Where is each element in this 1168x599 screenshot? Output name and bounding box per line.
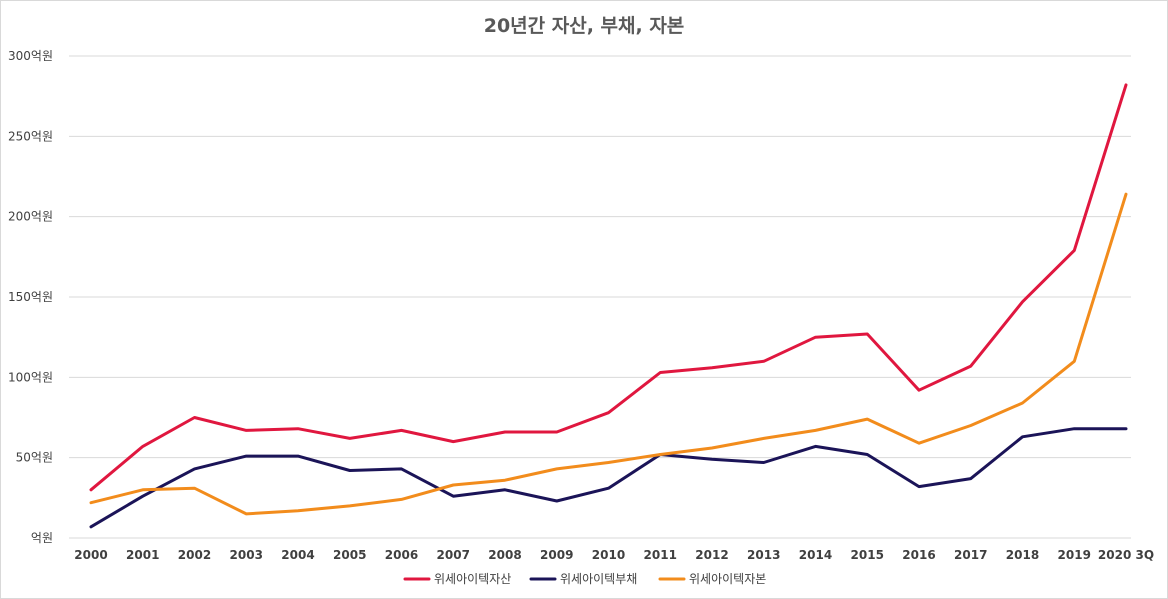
legend-label: 위세아이텍부채 bbox=[560, 572, 637, 586]
y-tick-label: 50억원 bbox=[16, 451, 53, 465]
x-tick-label: 2018 bbox=[1006, 548, 1039, 562]
x-tick-label: 2004 bbox=[281, 548, 314, 562]
legend-label: 위세아이텍자본 bbox=[689, 572, 766, 586]
y-axis-tick-labels: 억원 50억원 100억원 150억원 200억원 250억원 300억원 bbox=[8, 49, 53, 545]
x-tick-label: 2003 bbox=[230, 548, 263, 562]
x-tick-label: 2010 bbox=[592, 548, 625, 562]
legend-label: 위세아이텍자산 bbox=[434, 572, 511, 586]
x-tick-label: 2008 bbox=[488, 548, 521, 562]
x-tick-label: 2020 3Q bbox=[1098, 548, 1154, 562]
x-tick-label: 2006 bbox=[385, 548, 418, 562]
series-line-1 bbox=[89, 83, 1128, 492]
x-tick-label: 2001 bbox=[126, 548, 159, 562]
y-tick-label: 100억원 bbox=[8, 370, 53, 384]
x-tick-label: 2005 bbox=[333, 548, 366, 562]
x-tick-label: 2009 bbox=[540, 548, 573, 562]
y-tick-label: 300억원 bbox=[8, 49, 53, 63]
legend-item-2: 위세아이텍부채 bbox=[529, 572, 637, 586]
y-tick-label: 억원 bbox=[31, 531, 53, 545]
x-tick-label: 2014 bbox=[799, 548, 832, 562]
x-axis-tick-labels: 2000 2001 2002 2003 2004 2005 2006 2007 2008 2009… bbox=[74, 548, 1154, 562]
x-tick-label: 2015 bbox=[851, 548, 884, 562]
x-tick-label: 2016 bbox=[902, 548, 935, 562]
x-tick-label: 2019 bbox=[1058, 548, 1091, 562]
x-tick-label: 2012 bbox=[695, 548, 728, 562]
series-line-3 bbox=[89, 192, 1128, 516]
chart-title: 20년간 자산, 부채, 자본 bbox=[484, 15, 685, 37]
x-tick-label: 2011 bbox=[644, 548, 677, 562]
x-tick-label: 2007 bbox=[437, 548, 470, 562]
y-tick-label: 200억원 bbox=[8, 210, 53, 224]
x-tick-label: 2000 bbox=[74, 548, 107, 562]
gridlines bbox=[69, 55, 1131, 539]
series-lines bbox=[89, 83, 1128, 529]
legend: 위세아이텍자산 위세아이텍부채 위세아이텍자본 bbox=[403, 572, 766, 586]
legend-item-1: 위세아이텍자산 bbox=[403, 572, 511, 586]
y-tick-label: 150억원 bbox=[8, 290, 53, 304]
y-tick-label: 250억원 bbox=[8, 129, 53, 143]
series-line-2 bbox=[89, 427, 1128, 529]
x-tick-label: 2002 bbox=[178, 548, 211, 562]
x-tick-label: 2013 bbox=[747, 548, 780, 562]
legend-item-3: 위세아이텍자본 bbox=[658, 572, 766, 586]
x-tick-label: 2017 bbox=[954, 548, 987, 562]
